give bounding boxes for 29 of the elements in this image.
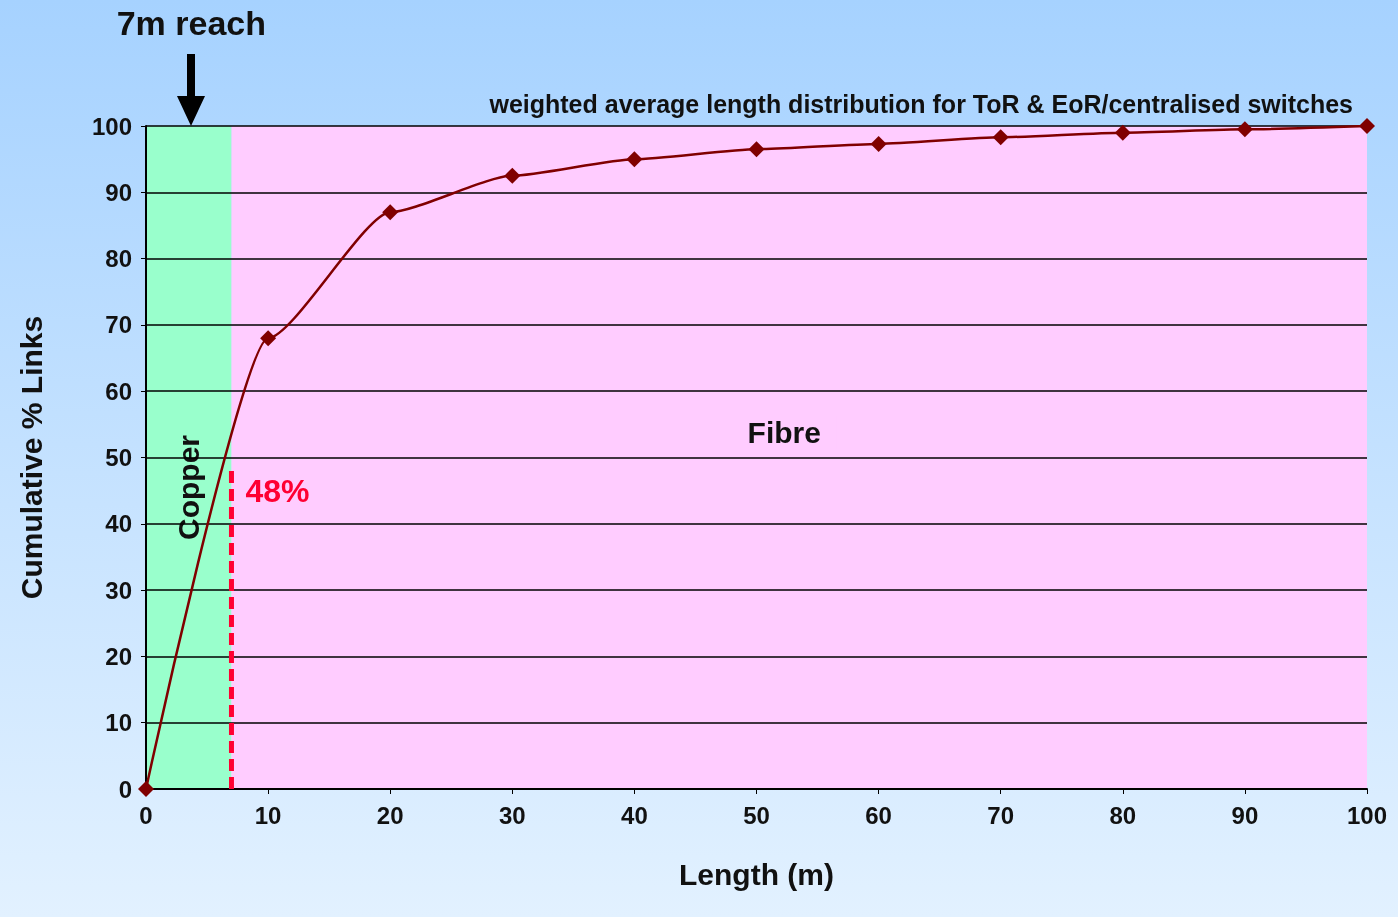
y-tick-label: 30 [105,576,132,604]
band-label: Copper [172,434,206,540]
y-tick-label: 70 [105,311,132,339]
x-tick-label: 40 [621,801,648,829]
annotation: 48% [245,472,310,510]
y-axis-title: Cumulative % Links [14,315,48,600]
x-tick-label: 90 [1231,801,1259,829]
y-tick-label: 90 [105,178,132,206]
chart-title: weighted average length distribution for ToR & EoR/centralised switches [488,89,1353,118]
x-tick-label: 80 [1109,801,1137,829]
y-tick-label: 20 [105,642,132,670]
y-tick-label: 40 [105,510,132,538]
y-tick-label: 100 [91,112,132,140]
x-tick-label: 0 [139,801,153,829]
x-tick-label: 30 [498,801,526,829]
y-tick-label: 80 [105,245,132,273]
annotation: 7m reach [116,4,266,43]
x-axis-title: Length (m) [679,857,834,891]
x-tick-label: 50 [743,801,770,829]
x-tick-label: 100 [1346,801,1388,829]
y-tick-label: 0 [118,775,132,803]
x-tick-label: 60 [865,801,892,829]
x-tick-label: 10 [254,801,282,829]
y-tick-label: 10 [105,709,132,737]
x-tick-label: 70 [987,801,1015,829]
x-tick-label: 20 [376,801,404,829]
y-tick-label: 50 [105,444,132,471]
y-tick-label: 60 [105,377,132,405]
band-label: Fibre [747,416,821,449]
